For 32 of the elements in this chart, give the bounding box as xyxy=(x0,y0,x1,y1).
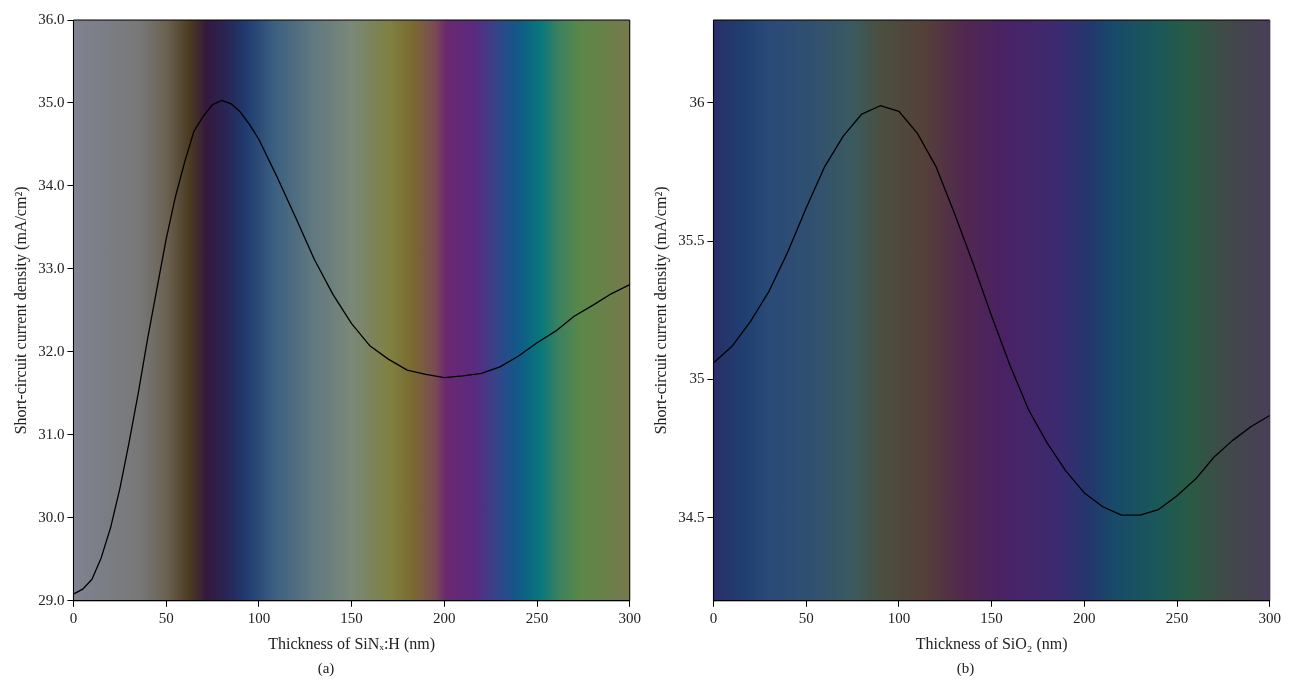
y-axis-title: Short-circuit current density (mA/cm²) xyxy=(11,186,30,435)
y-tick-label: 30.0 xyxy=(38,508,65,525)
x-tick-label: 150 xyxy=(979,609,1003,626)
x-axis-title: Thickness of SiNₓ:H (nm) xyxy=(268,634,436,653)
y-tick-label: 35 xyxy=(688,370,704,387)
y-tick-label: 34.0 xyxy=(38,176,65,193)
y-axis-title: Short-circuit current density (mA/cm²) xyxy=(651,186,670,435)
x-tick-label: 200 xyxy=(1072,609,1096,626)
y-tick-label: 35.5 xyxy=(677,232,704,249)
x-tick-label: 50 xyxy=(158,609,174,626)
y-tick-label: 36.0 xyxy=(38,10,65,27)
x-tick-label: 0 xyxy=(709,609,717,626)
x-tick-label: 300 xyxy=(618,609,641,626)
x-tick-label: 50 xyxy=(798,609,814,626)
y-tick-label: 31.0 xyxy=(38,425,65,442)
y-tick-label: 34.5 xyxy=(677,508,704,525)
x-tick-label: 200 xyxy=(433,609,456,626)
x-tick-label: 100 xyxy=(247,609,271,626)
x-tick-label: 0 xyxy=(69,609,78,626)
x-tick-label: 150 xyxy=(340,609,363,626)
y-tick-label: 35.0 xyxy=(38,93,65,110)
text: (b) xyxy=(956,660,975,676)
x-tick-label: 250 xyxy=(1165,609,1188,626)
text: (a) xyxy=(317,660,335,676)
x-tick-label: 100 xyxy=(887,609,910,626)
y-tick-label: 29.0 xyxy=(38,591,65,608)
y-tick-label: 33.0 xyxy=(38,259,65,276)
x-tick-label: 300 xyxy=(1258,609,1281,626)
y-tick-label: 36 xyxy=(688,93,705,110)
x-axis-title: Thickness of SiO₂ (nm) xyxy=(915,634,1067,653)
x-tick-label: 250 xyxy=(525,609,549,626)
y-tick-label: 32.0 xyxy=(38,342,65,359)
